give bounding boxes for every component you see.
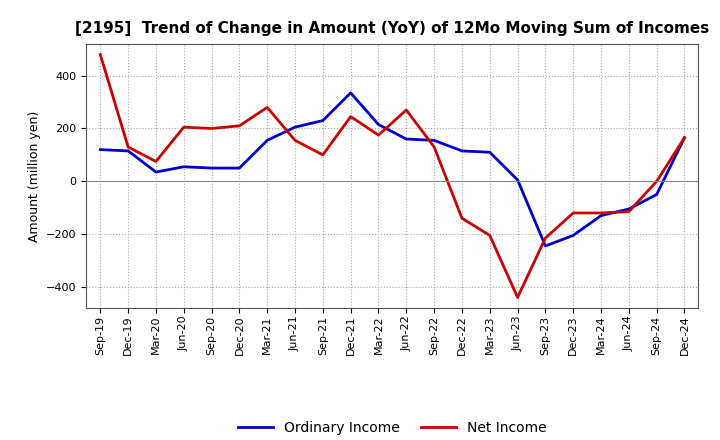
Ordinary Income xyxy=(263,138,271,143)
Ordinary Income xyxy=(569,233,577,238)
Net Income xyxy=(569,210,577,216)
Net Income xyxy=(96,52,104,57)
Ordinary Income xyxy=(652,192,661,197)
Ordinary Income xyxy=(318,118,327,123)
Ordinary Income xyxy=(179,164,188,169)
Net Income xyxy=(207,126,216,131)
Ordinary Income xyxy=(291,125,300,130)
Ordinary Income xyxy=(541,243,550,249)
Ordinary Income xyxy=(207,165,216,171)
Net Income xyxy=(124,144,132,150)
Net Income xyxy=(152,159,161,164)
Y-axis label: Amount (million yen): Amount (million yen) xyxy=(27,110,40,242)
Ordinary Income xyxy=(680,135,689,140)
Net Income xyxy=(652,179,661,184)
Net Income xyxy=(541,235,550,241)
Net Income xyxy=(235,123,243,128)
Line: Net Income: Net Income xyxy=(100,55,685,297)
Ordinary Income xyxy=(96,147,104,152)
Net Income xyxy=(263,105,271,110)
Line: Ordinary Income: Ordinary Income xyxy=(100,93,685,246)
Net Income xyxy=(402,107,410,113)
Net Income xyxy=(318,152,327,158)
Ordinary Income xyxy=(485,150,494,155)
Net Income xyxy=(597,210,606,216)
Ordinary Income xyxy=(346,90,355,95)
Net Income xyxy=(346,114,355,119)
Ordinary Income xyxy=(402,136,410,142)
Ordinary Income xyxy=(597,213,606,218)
Net Income xyxy=(458,216,467,221)
Net Income xyxy=(624,209,633,214)
Title: [2195]  Trend of Change in Amount (YoY) of 12Mo Moving Sum of Incomes: [2195] Trend of Change in Amount (YoY) o… xyxy=(76,21,709,36)
Net Income xyxy=(291,138,300,143)
Ordinary Income xyxy=(374,122,383,127)
Net Income xyxy=(680,135,689,140)
Ordinary Income xyxy=(458,148,467,154)
Net Income xyxy=(430,144,438,150)
Ordinary Income xyxy=(430,138,438,143)
Ordinary Income xyxy=(124,148,132,154)
Ordinary Income xyxy=(235,165,243,171)
Net Income xyxy=(374,132,383,138)
Legend: Ordinary Income, Net Income: Ordinary Income, Net Income xyxy=(233,415,552,440)
Ordinary Income xyxy=(513,177,522,183)
Ordinary Income xyxy=(152,169,161,175)
Net Income xyxy=(513,295,522,300)
Net Income xyxy=(179,125,188,130)
Ordinary Income xyxy=(624,206,633,212)
Net Income xyxy=(485,233,494,238)
